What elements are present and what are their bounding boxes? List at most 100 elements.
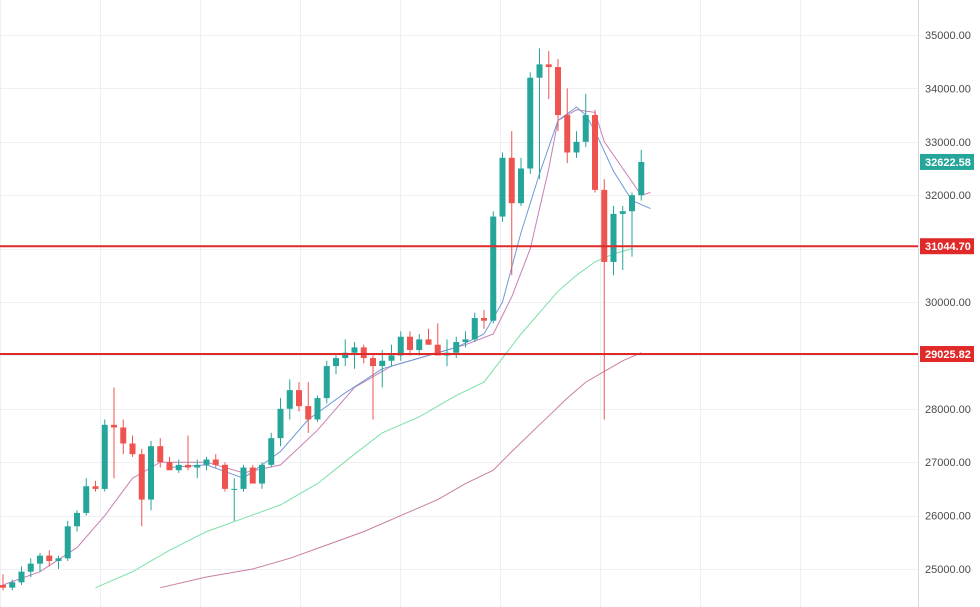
candle-body bbox=[416, 339, 423, 351]
candles bbox=[0, 48, 645, 591]
candle-body bbox=[194, 464, 201, 468]
level-price-badge-label: 29025.82 bbox=[925, 349, 971, 361]
candle bbox=[37, 552, 43, 572]
candle-body bbox=[231, 488, 238, 490]
candle bbox=[203, 456, 210, 471]
candle bbox=[425, 328, 432, 345]
candle-body bbox=[240, 467, 247, 489]
candle bbox=[619, 205, 626, 270]
candle bbox=[471, 312, 478, 343]
candle-body bbox=[129, 443, 136, 455]
candle-body bbox=[323, 366, 330, 399]
candle-body bbox=[64, 526, 71, 559]
candle-body bbox=[268, 438, 275, 465]
candle-body bbox=[564, 115, 571, 153]
candle bbox=[527, 72, 534, 174]
candle bbox=[240, 464, 247, 492]
candle-body bbox=[351, 347, 358, 353]
candle-body bbox=[120, 427, 127, 444]
candle-body bbox=[536, 64, 543, 78]
candle bbox=[185, 435, 191, 471]
ma-fast-line bbox=[169, 106, 651, 479]
candle bbox=[481, 310, 487, 329]
candle-body bbox=[259, 464, 265, 484]
candle-body bbox=[555, 67, 561, 116]
candle bbox=[388, 344, 395, 367]
candle bbox=[434, 323, 441, 356]
candle-body bbox=[27, 563, 34, 572]
level-price-badge: 31044.70 bbox=[920, 238, 974, 255]
candle bbox=[397, 331, 404, 361]
candle-body bbox=[111, 424, 117, 428]
candle bbox=[545, 51, 552, 100]
candle-body bbox=[397, 336, 404, 356]
last-price-badge-bg bbox=[920, 153, 974, 170]
y-tick-label: 35000.00 bbox=[925, 30, 971, 42]
candle bbox=[573, 131, 580, 158]
candle bbox=[101, 419, 108, 492]
candle-body bbox=[518, 168, 524, 204]
candle-body bbox=[37, 555, 43, 564]
candle-body bbox=[573, 141, 580, 153]
candle-body bbox=[55, 558, 62, 561]
candle bbox=[601, 179, 608, 420]
candle bbox=[462, 331, 469, 348]
last-price-badge-label: 32622.58 bbox=[925, 157, 971, 169]
candle bbox=[138, 448, 145, 527]
candle bbox=[27, 558, 34, 578]
candle bbox=[508, 131, 515, 276]
candle-body bbox=[379, 360, 386, 367]
last-price-badge: 32622.58 bbox=[920, 153, 974, 170]
candle-body bbox=[425, 339, 432, 345]
y-tick-label: 27000.00 bbox=[925, 457, 971, 469]
candle bbox=[536, 48, 543, 180]
level-price-badge-bg bbox=[920, 346, 974, 363]
candle-body bbox=[277, 408, 284, 439]
candle bbox=[416, 334, 423, 356]
price-axis[interactable]: 35000.0034000.0033000.0032000.0031000.00… bbox=[925, 30, 971, 576]
horizontal-levels[interactable] bbox=[0, 245, 918, 356]
candle bbox=[592, 109, 598, 193]
candle-body bbox=[185, 464, 191, 468]
candle-body bbox=[527, 77, 534, 169]
candle bbox=[342, 339, 349, 367]
ma-slow-line bbox=[95, 248, 633, 589]
candle-body bbox=[305, 406, 312, 420]
candle-body bbox=[0, 585, 6, 588]
grid bbox=[0, 0, 918, 607]
candle-body bbox=[582, 115, 589, 142]
candle bbox=[490, 211, 497, 324]
candle-body bbox=[249, 467, 256, 484]
candle bbox=[286, 379, 293, 420]
candle-body bbox=[453, 342, 460, 353]
candle-body bbox=[638, 161, 645, 196]
candle bbox=[46, 550, 53, 567]
level-price-badge: 29025.82 bbox=[920, 346, 974, 363]
y-tick-label: 32000.00 bbox=[925, 190, 971, 202]
candle bbox=[564, 88, 571, 164]
candle bbox=[222, 462, 228, 492]
candle bbox=[268, 432, 275, 468]
candle-body bbox=[481, 318, 487, 321]
candle-body bbox=[333, 358, 339, 367]
candle-body bbox=[212, 459, 219, 465]
candle-body bbox=[148, 446, 154, 500]
y-tick-label: 26000.00 bbox=[925, 511, 971, 523]
candle bbox=[157, 438, 164, 468]
candle bbox=[499, 152, 506, 222]
candle-body bbox=[471, 318, 478, 340]
candle bbox=[166, 456, 173, 471]
ma-long-line bbox=[160, 352, 642, 589]
candle bbox=[351, 342, 358, 369]
candle-body bbox=[342, 352, 349, 359]
price-badges: 31044.70 29025.82 32622.58 bbox=[920, 153, 974, 363]
candle bbox=[582, 93, 589, 148]
y-tick-label: 25000.00 bbox=[925, 564, 971, 576]
candle bbox=[249, 464, 256, 484]
candle-body bbox=[9, 582, 16, 588]
candle-body bbox=[592, 115, 598, 190]
candle-body bbox=[92, 486, 99, 489]
candle bbox=[277, 398, 284, 447]
